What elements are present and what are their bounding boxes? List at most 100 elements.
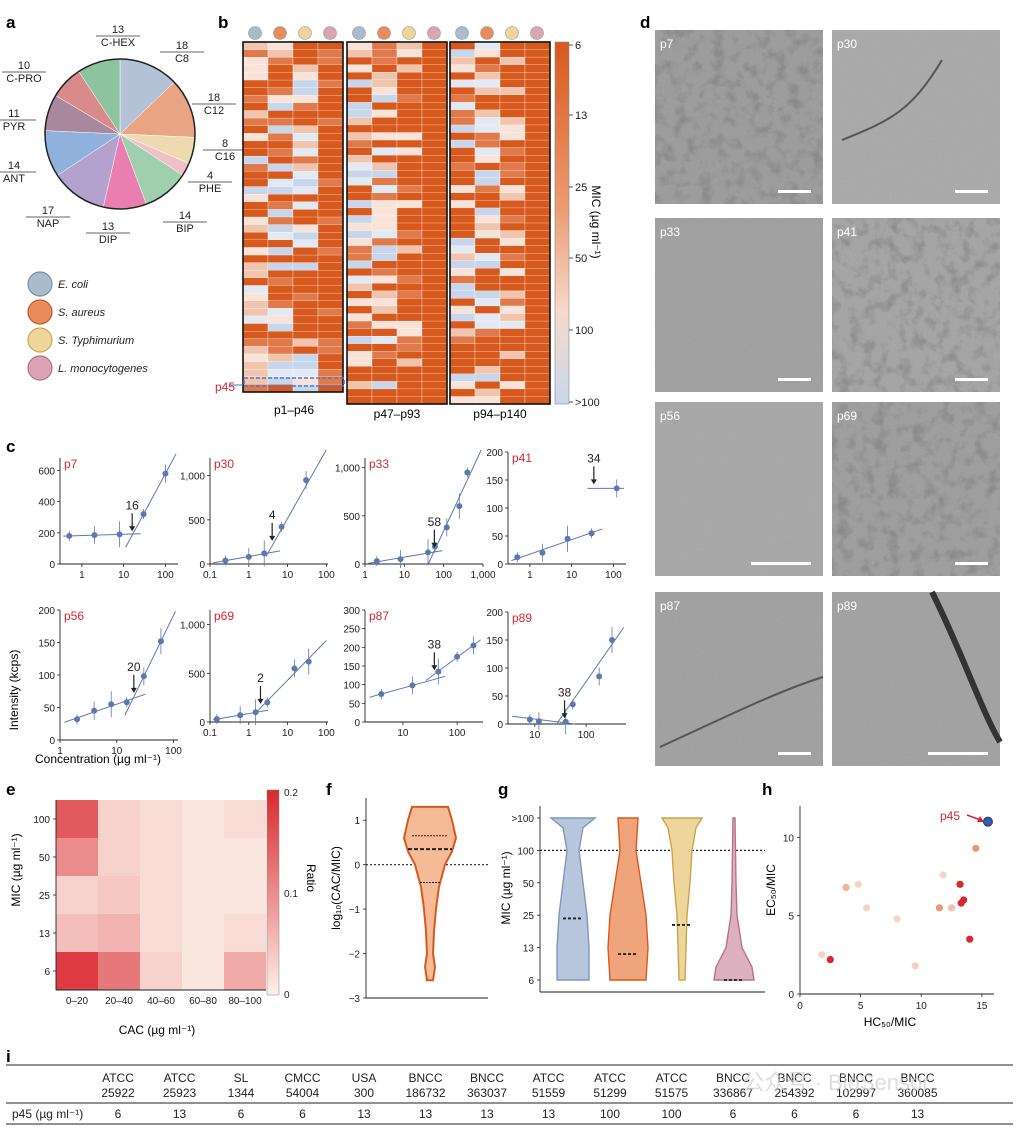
heat-cell xyxy=(474,170,501,179)
heat-cell xyxy=(346,366,373,375)
heat-cell xyxy=(524,139,551,149)
heat-cell xyxy=(242,194,269,203)
heat-cell xyxy=(292,330,319,340)
heat-cell xyxy=(421,237,448,247)
heat-cell xyxy=(346,41,373,50)
heat-cell xyxy=(292,79,319,89)
c-ytick-label-p69: 500 xyxy=(188,669,205,680)
heat-cell xyxy=(346,351,373,360)
heat-cell xyxy=(242,79,269,89)
c-xtick-label-p69: 0.1 xyxy=(203,728,217,739)
c-ytick-label-p87: 100 xyxy=(343,681,360,692)
e-xtick-label: 40–60 xyxy=(147,996,175,1007)
table-strain-number: 25923 xyxy=(163,1086,197,1100)
h-xtick-label: 15 xyxy=(976,1001,988,1012)
heat-cell xyxy=(421,41,448,50)
heat-cell xyxy=(317,353,344,363)
heat-cell xyxy=(396,351,423,360)
heat-cell xyxy=(267,262,294,271)
heat-cell xyxy=(317,315,344,324)
heat-cell xyxy=(499,320,526,330)
heat-cell xyxy=(396,283,423,292)
heat-cell xyxy=(524,102,551,111)
table-mic-value: 100 xyxy=(600,1107,620,1121)
heat-cell xyxy=(499,49,526,58)
c-cac-arrowhead xyxy=(431,542,438,548)
mic-colorbar-label: MIC (µg ml⁻¹) xyxy=(589,185,603,258)
tem-noise xyxy=(655,592,823,766)
heat-cell xyxy=(449,162,476,171)
c-fit-high xyxy=(556,627,625,725)
heat-cell xyxy=(292,353,319,363)
heat-cell xyxy=(499,79,526,88)
heat-cell xyxy=(474,343,501,352)
heat-cell xyxy=(421,351,448,360)
heat-cell xyxy=(292,338,319,347)
heat-cell xyxy=(346,313,373,322)
heat-cell xyxy=(317,133,344,142)
heat-cell xyxy=(371,396,398,405)
heat-cell xyxy=(449,192,476,201)
panel-label-e: e xyxy=(6,780,15,799)
tem-aggregates xyxy=(832,402,1000,576)
heat-cell xyxy=(346,335,373,345)
heat-cell xyxy=(267,285,294,294)
c-ytick-label-p30: 1,000 xyxy=(180,472,205,483)
tem-label: p69 xyxy=(837,409,857,423)
table-strain-prefix: BNCC xyxy=(716,1071,750,1085)
tem-aggregates xyxy=(655,30,823,204)
c-xtick-label-p41: 100 xyxy=(605,570,622,581)
tem-label: p7 xyxy=(660,37,674,51)
e-heat-cell xyxy=(224,876,266,914)
heat-cell xyxy=(396,124,423,133)
c-point-p87 xyxy=(470,642,477,649)
h-annotation: p45 xyxy=(940,809,960,823)
heat-cell xyxy=(346,117,373,126)
heat-cell xyxy=(421,305,448,314)
heat-cell xyxy=(292,148,319,157)
e-heat-cell xyxy=(140,876,182,914)
strain-table: p45 (µg ml⁻¹)ATCC259226ATCC2592313SL1344… xyxy=(6,1064,1013,1125)
heat-cell xyxy=(292,41,319,51)
heat-cell xyxy=(396,109,423,118)
c-ytick-label-p41: 50 xyxy=(492,532,504,543)
table-strain-prefix: BNCC xyxy=(900,1071,934,1085)
heat-cell xyxy=(396,49,423,58)
heat-cell xyxy=(421,245,448,254)
heat-cell xyxy=(267,140,294,149)
f-ytick-label: 0 xyxy=(354,861,360,872)
heat-cell xyxy=(524,215,551,224)
table-strain-prefix: ATCC xyxy=(594,1071,626,1085)
heat-species-dot xyxy=(323,26,337,40)
pie-count-C-PRO: 10 xyxy=(18,60,30,72)
table-strain-number: 54004 xyxy=(286,1086,320,1100)
heat-cell xyxy=(267,308,294,317)
heat-cell xyxy=(371,298,398,307)
heat-cell xyxy=(474,56,501,66)
heat-cell xyxy=(242,178,269,188)
c-point-p33 xyxy=(443,524,450,531)
heat-cell xyxy=(524,343,551,352)
tem-image-p33: p33 xyxy=(655,218,823,392)
heat-cell xyxy=(292,323,319,332)
c-cac-arrowhead xyxy=(129,526,136,532)
e-heat-cell xyxy=(98,800,140,838)
heat-cell xyxy=(499,154,526,164)
heat-cell xyxy=(421,124,448,133)
heat-cell xyxy=(449,298,476,307)
heat-cell xyxy=(242,209,269,218)
panel-label-i: i xyxy=(6,1047,11,1066)
table-strain-number: 254392 xyxy=(774,1086,814,1100)
heat-cell xyxy=(421,79,448,88)
heat-cell xyxy=(317,285,344,294)
heat-species-dot xyxy=(352,26,366,40)
heat-cell xyxy=(396,102,423,111)
pie-count-PHE: 4 xyxy=(207,170,213,182)
c-cac-label-p69: 2 xyxy=(257,671,264,685)
heat-cell xyxy=(317,308,344,317)
heat-cell xyxy=(317,338,344,347)
c-point-p89 xyxy=(526,716,533,723)
tem-noise xyxy=(655,402,823,576)
heat-cell xyxy=(267,194,294,203)
table-mic-value: 6 xyxy=(115,1107,122,1121)
